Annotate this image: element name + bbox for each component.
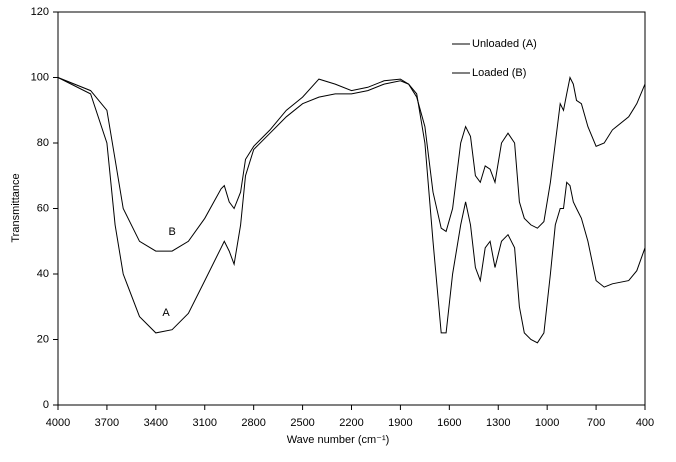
x-tick-label: 2800: [241, 417, 265, 429]
y-tick-label: 20: [37, 333, 49, 345]
y-axis-label: Transmittance: [10, 173, 22, 242]
series-line: [57, 77, 646, 344]
y-tick-label: 40: [37, 268, 49, 280]
series-line: [57, 75, 646, 252]
x-tick-label: 400: [636, 417, 654, 429]
legend-label: Unloaded (A): [472, 38, 537, 50]
y-tick-label: 60: [37, 202, 49, 214]
annotation: B: [168, 226, 175, 238]
x-tick-label: 1000: [535, 417, 559, 429]
y-tick-label: 120: [31, 6, 49, 18]
x-tick-label: 1600: [437, 417, 461, 429]
x-tick-label: 3700: [95, 417, 119, 429]
plot-frame: [57, 11, 646, 406]
legend-label: Loaded (B): [472, 67, 526, 79]
x-tick-label: 700: [587, 417, 605, 429]
x-tick-label: 2200: [339, 417, 363, 429]
x-tick-label: 1300: [486, 417, 510, 429]
annotation: A: [162, 307, 170, 319]
x-tick-label: 2500: [290, 417, 314, 429]
y-tick-label: 0: [43, 399, 49, 411]
x-tick-label: 1900: [388, 417, 412, 429]
y-tick-label: 100: [31, 71, 49, 83]
x-tick-label: 4000: [46, 417, 70, 429]
x-axis-label: Wave number (cm⁻¹): [287, 434, 390, 446]
x-tick-label: 3100: [193, 417, 217, 429]
x-tick-label: 3400: [144, 417, 168, 429]
y-tick-label: 80: [37, 137, 49, 149]
